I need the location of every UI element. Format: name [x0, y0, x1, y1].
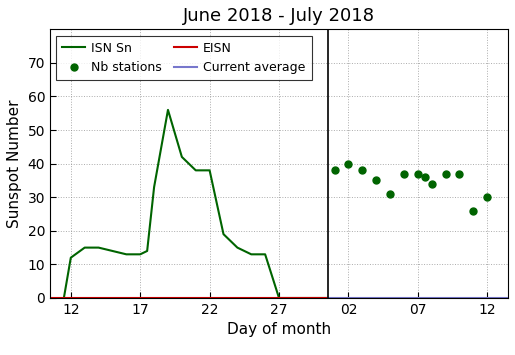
Title: June 2018 - July 2018: June 2018 - July 2018 [183, 7, 375, 25]
Legend: ISN Sn, Nb stations, EISN, Current average: ISN Sn, Nb stations, EISN, Current avera… [56, 36, 312, 80]
Y-axis label: Sunspot Number: Sunspot Number [7, 99, 22, 228]
X-axis label: Day of month: Day of month [227, 322, 331, 337]
